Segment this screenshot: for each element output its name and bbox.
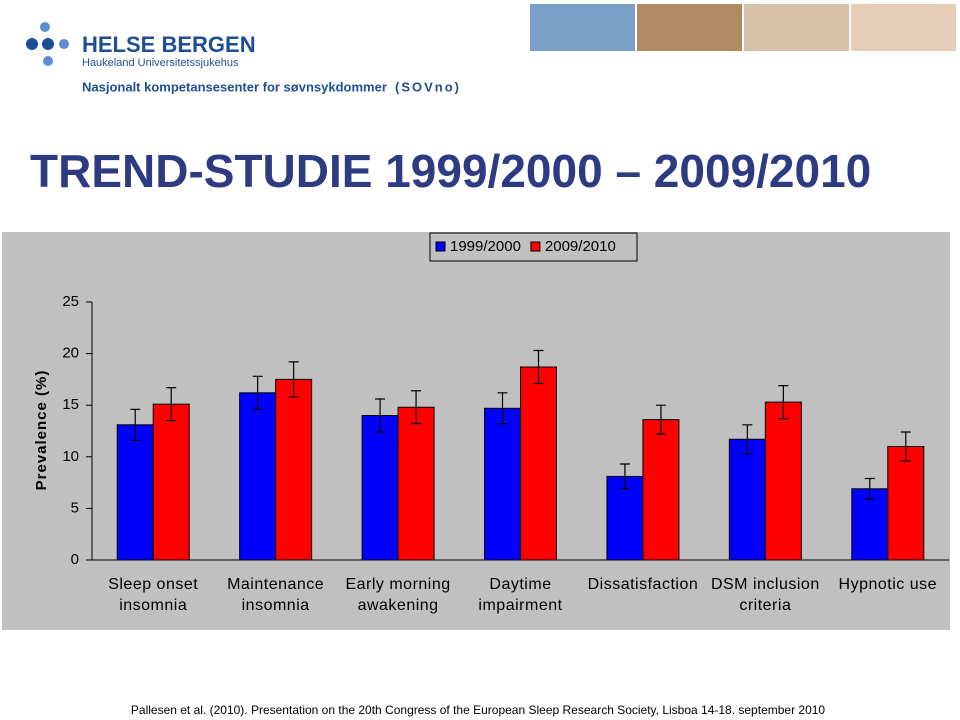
error-bar <box>655 404 666 435</box>
y-tick-label: 25 <box>62 293 79 310</box>
legend-label: 1999/2000 <box>450 238 521 255</box>
bar <box>361 415 399 561</box>
legend-swatch <box>435 241 446 252</box>
x-tick-label: Sleep onset insomnia <box>108 576 199 614</box>
photos <box>530 4 956 51</box>
title: TREND-STUDIE 1999/2000 – 2009/2010 <box>30 145 871 197</box>
logo <box>26 22 69 66</box>
y-tick-label: 0 <box>71 551 79 568</box>
error-bar <box>497 392 508 425</box>
x-tick-label: Daytime impairment <box>478 576 563 614</box>
bar <box>851 488 889 561</box>
bar <box>764 401 802 561</box>
x-tick-label: Maintenance insomnia <box>227 576 325 614</box>
x-tick-label: Hypnotic use <box>838 576 938 593</box>
citation: Pallesen et al. (2010). Presentation on … <box>131 703 826 717</box>
legend-box <box>429 232 638 262</box>
error-bar <box>411 390 422 425</box>
legend-label: 2009/2010 <box>545 238 616 255</box>
bar <box>606 475 644 561</box>
error-bar <box>900 431 911 462</box>
y-axis-label: Prevalence (%) <box>33 370 50 491</box>
bar <box>642 419 680 561</box>
org: HELSE BERGEN <box>82 32 256 57</box>
bar <box>484 407 521 561</box>
error-bar <box>130 408 141 441</box>
y-tick-label: 15 <box>62 396 79 413</box>
x-tick-label: DSM inclusion criteria <box>710 576 820 614</box>
bar <box>728 438 766 561</box>
error-bar <box>864 477 875 500</box>
bar <box>887 445 925 561</box>
y-tick-label: 10 <box>62 448 79 465</box>
bar <box>239 392 277 561</box>
error-bar <box>619 463 630 490</box>
error-bar <box>375 398 386 433</box>
y-tick-label: 5 <box>71 499 79 516</box>
error-bar <box>288 361 299 398</box>
error-bar <box>166 387 177 422</box>
x-tick-label: Dissatisfaction <box>587 576 699 593</box>
error-bar <box>533 349 544 385</box>
legend-swatch <box>530 241 541 252</box>
error-bar <box>742 424 753 455</box>
centre: Nasjonalt kompetansesenter for søvnsykdo… <box>82 79 387 94</box>
error-bar <box>778 384 789 420</box>
error-bar <box>252 375 263 410</box>
bar <box>397 406 435 561</box>
hospital: Haukeland Universitetssjukehus <box>82 57 239 69</box>
bar <box>520 366 557 561</box>
bar <box>152 403 190 561</box>
bar <box>275 378 313 561</box>
x-tick-label: Early morning awakening <box>345 576 451 614</box>
y-tick-label: 20 <box>62 345 79 362</box>
bar <box>116 424 154 561</box>
acronym: (SOVno) <box>395 79 461 94</box>
